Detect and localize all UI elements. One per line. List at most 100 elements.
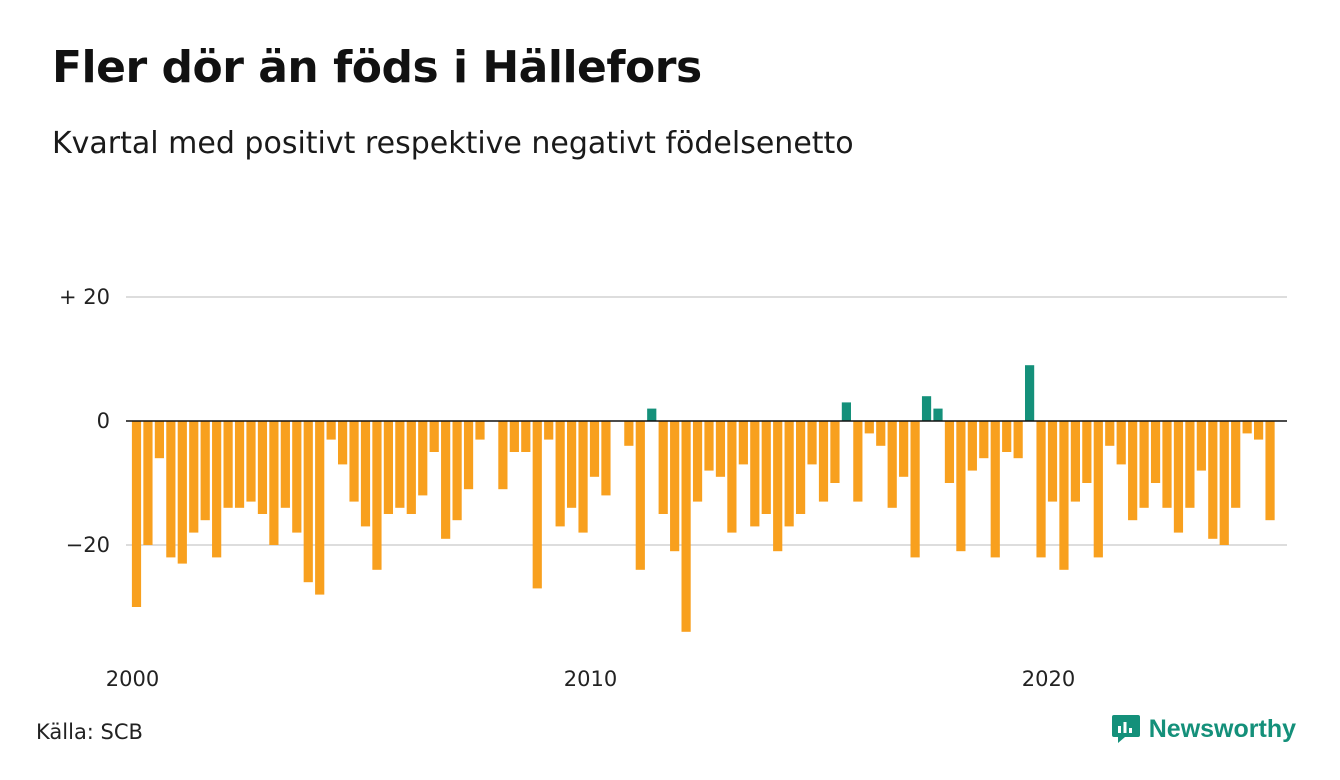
bar-negative [292, 421, 302, 533]
bar-negative [1162, 421, 1172, 508]
bar-negative [727, 421, 737, 533]
bar-negative [441, 421, 451, 539]
bar-negative [635, 421, 645, 570]
newsworthy-chart-bubble-icon [1111, 715, 1140, 743]
bar-negative [1002, 421, 1012, 452]
bar-negative [979, 421, 989, 459]
bar-negative [1013, 421, 1023, 459]
newsworthy-logo[interactable]: Newsworthy [1111, 713, 1296, 745]
bar-negative [315, 421, 325, 595]
brand-name: Newsworthy [1148, 714, 1296, 743]
bar-negative [830, 421, 840, 483]
bar-negative [1219, 421, 1229, 545]
bar-negative [372, 421, 382, 570]
bar-negative [189, 421, 199, 533]
bar-negative [269, 421, 279, 545]
bar-negative [899, 421, 909, 477]
y-tick-label: 0 [97, 409, 110, 433]
bar-negative [1139, 421, 1149, 508]
bar-negative [967, 421, 977, 471]
bar-negative [567, 421, 577, 508]
bar-negative [360, 421, 371, 527]
bar-negative [154, 421, 164, 459]
bar-negative [1128, 421, 1138, 521]
bar-negative [544, 421, 554, 440]
bar-positive [841, 402, 851, 421]
bar-negative [521, 421, 531, 452]
bar-negative [956, 421, 966, 552]
bar-negative [681, 421, 691, 632]
bar-negative [773, 421, 783, 552]
bar-negative [509, 421, 519, 452]
bar-negative [1231, 421, 1241, 508]
bar-negative [1047, 421, 1058, 502]
bar-negative [784, 421, 794, 527]
bar-negative [177, 421, 187, 564]
bar-negative [1265, 421, 1275, 521]
bar-negative [406, 421, 416, 514]
bar-negative [1093, 421, 1103, 558]
bar-negative [796, 421, 806, 514]
bar-negative [578, 421, 588, 533]
bar-negative [1208, 421, 1218, 539]
bar-negative [864, 421, 874, 434]
bar-negative [223, 421, 233, 508]
bar-negative [303, 421, 313, 583]
chart-subtitle: Kvartal med positivt respektive negativt… [52, 126, 854, 161]
bar-negative [692, 421, 703, 502]
x-tick-label: 2000 [106, 667, 159, 691]
bar-negative [670, 421, 680, 552]
bar-negative [166, 421, 176, 558]
bar-positive [921, 396, 932, 421]
bar-negative [818, 421, 829, 502]
bar-negative [555, 421, 565, 527]
bar-negative [1082, 421, 1092, 483]
bar-negative [463, 421, 474, 490]
bar-negative [1185, 421, 1195, 508]
bar-negative [200, 421, 210, 521]
bar-negative [807, 421, 817, 465]
bar-positive [1025, 365, 1035, 421]
bar-negative [212, 421, 222, 558]
bar-positive [933, 408, 943, 421]
bar-negative [246, 421, 256, 502]
bar-negative [990, 421, 1000, 558]
bar-negative [704, 421, 714, 471]
x-tick-label: 2020 [1022, 667, 1075, 691]
bar-chart: + 20 0 −20 2000 2010 2020 [59, 285, 1287, 691]
bar-negative [715, 421, 726, 477]
bar-negative [910, 421, 920, 558]
source-note: Källa: SCB [36, 720, 143, 744]
bar-negative [1242, 421, 1252, 434]
bar-negative [349, 421, 359, 502]
chart-title: Fler dör än föds i Hällefors [52, 42, 702, 93]
bar-negative [383, 421, 393, 514]
bar-negative [750, 421, 760, 527]
bar-negative [338, 421, 348, 465]
bar-negative [395, 421, 405, 508]
bar-negative [1116, 421, 1126, 465]
bar-negative [876, 421, 886, 446]
bar-negative [429, 421, 439, 452]
bar-negative [1070, 421, 1080, 502]
bar-negative [257, 421, 268, 514]
x-tick-label: 2010 [564, 667, 617, 691]
bar-negative [418, 421, 428, 496]
y-tick-label: + 20 [59, 285, 110, 309]
bar-negative [853, 421, 863, 502]
bar-negative [1150, 421, 1161, 483]
bar-negative [601, 421, 611, 496]
bar-negative [944, 421, 955, 483]
bars [131, 365, 1275, 632]
bar-negative [1254, 421, 1264, 440]
bar-negative [761, 421, 771, 514]
bar-negative [234, 421, 245, 508]
bar-negative [475, 421, 485, 440]
bar-negative [1173, 421, 1184, 533]
bar-negative [887, 421, 897, 508]
bar-negative [452, 421, 462, 521]
bar-negative [498, 421, 508, 490]
bar-negative [658, 421, 668, 514]
axes: + 20 0 −20 2000 2010 2020 [59, 285, 1287, 691]
bar-negative [589, 421, 600, 477]
